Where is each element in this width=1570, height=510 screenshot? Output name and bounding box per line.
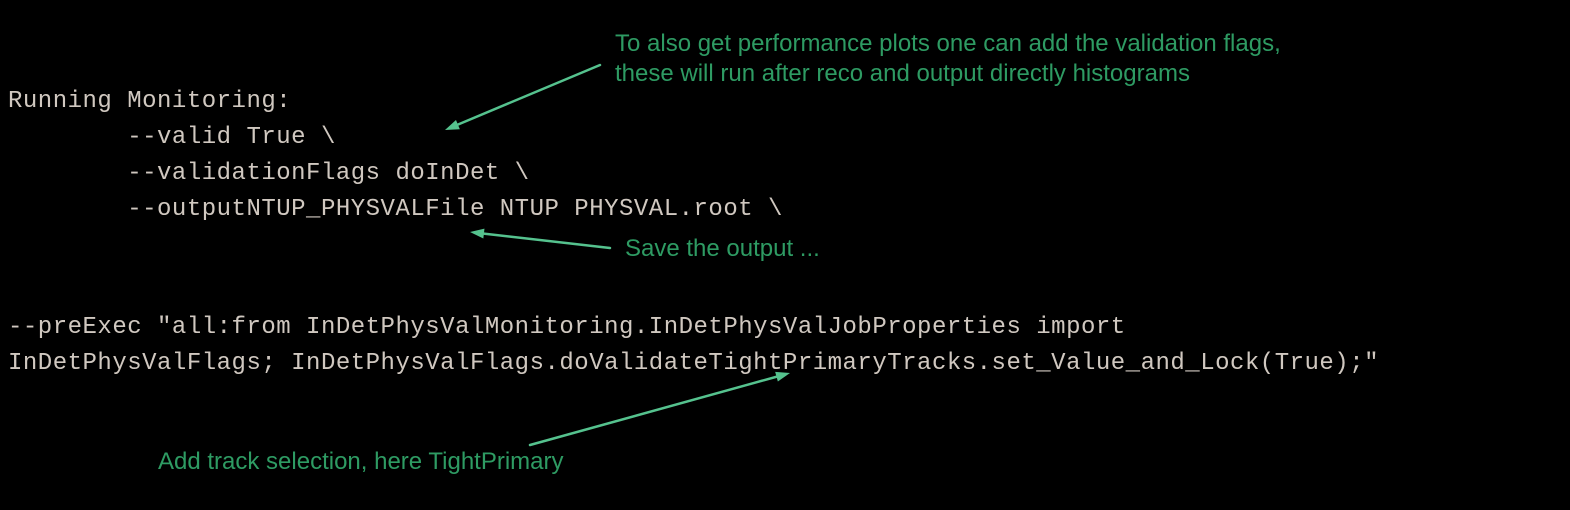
arrow-performance-flags: [445, 65, 600, 130]
annotation-save-output: Save the output ...: [625, 235, 820, 263]
arrow-track-selection: [530, 372, 790, 445]
arrow-save-output: [470, 229, 610, 248]
code-line-flags: --validationFlags doInDet \: [8, 160, 530, 187]
annotation-performance-line1: To also get performance plots one can ad…: [615, 30, 1281, 58]
code-line-valid: --valid True \: [8, 124, 336, 151]
code-preexec-line1: --preExec "all:from InDetPhysValMonitori…: [8, 314, 1126, 341]
annotation-track-selection: Add track selection, here TightPrimary: [158, 448, 564, 476]
annotation-performance-line2: these will run after reco and output dir…: [615, 60, 1190, 88]
code-line-output: --outputNTUP_PHYSVALFile NTUP PHYSVAL.ro…: [8, 196, 783, 223]
code-heading: Running Monitoring:: [8, 88, 291, 115]
code-preexec-line2: InDetPhysValFlags; InDetPhysValFlags.doV…: [8, 350, 1379, 377]
